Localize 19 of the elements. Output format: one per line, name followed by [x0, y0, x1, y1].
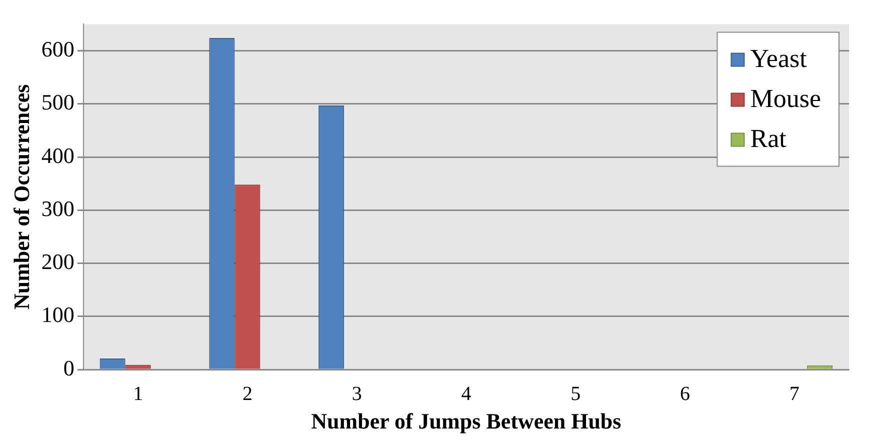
x-tick-label: 4 [461, 382, 472, 405]
x-tick-label: 6 [680, 382, 690, 405]
y-tick-label: 100 [41, 302, 74, 328]
x-axis-title: Number of Jumps Between Hubs [311, 408, 622, 434]
y-tick-label: 0 [63, 355, 74, 380]
y-tick-label: 600 [41, 36, 74, 62]
y-tick-label: 200 [41, 249, 74, 274]
y-tick-label: 400 [41, 142, 74, 168]
legend-label: Rat [750, 124, 788, 154]
y-tick-label: 500 [41, 90, 74, 115]
x-tick-label: 1 [133, 382, 144, 405]
y-axis-title: Number of Occurrences [8, 84, 34, 310]
x-tick-label: 5 [570, 382, 581, 405]
y-tick-label: 300 [41, 196, 74, 221]
x-tick-label: 2 [242, 382, 252, 405]
legend-label: Yeast [750, 44, 808, 74]
x-tick-label: 3 [352, 382, 362, 405]
x-tick-label: 7 [789, 382, 800, 405]
legend-label: Mouse [750, 84, 822, 114]
